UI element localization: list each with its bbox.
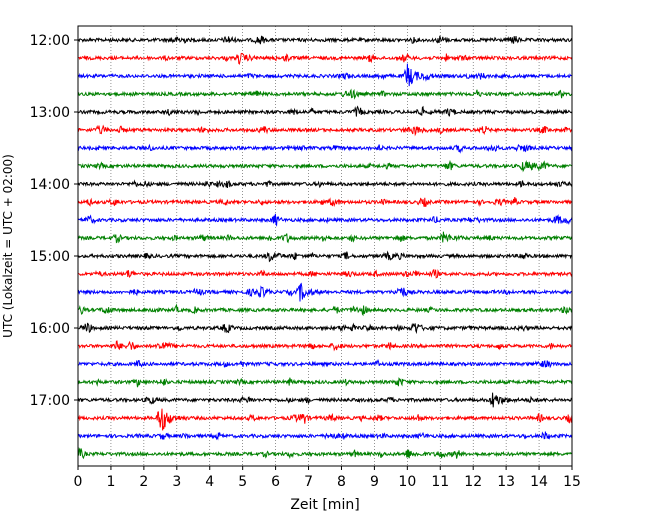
- x-tick-label: 13: [497, 474, 515, 490]
- plot-area: [78, 26, 572, 466]
- trace-17:45: [77, 447, 573, 460]
- x-tick-label: 15: [563, 474, 581, 490]
- x-axis: 0 1 2 3 4 5 6 7 8 9 10 11 12 13 14 15: [74, 466, 581, 490]
- trace-12:30: [77, 63, 572, 87]
- x-tick-label: 1: [106, 474, 115, 490]
- x-tick-label: 4: [205, 474, 214, 490]
- grid-lines: [110, 26, 540, 466]
- y-tick-label: 17:00: [30, 393, 70, 409]
- trace-16:45: [77, 377, 573, 388]
- trace-14:30: [77, 213, 573, 227]
- x-tick-label: 6: [271, 474, 280, 490]
- y-axis: 12:00 13:00 14:00 15:00 16:00 17:00: [30, 33, 78, 409]
- x-tick-label: 10: [398, 474, 416, 490]
- trace-13:45: [77, 159, 573, 173]
- trace-group: [77, 35, 573, 460]
- x-tick-label: 7: [304, 474, 313, 490]
- x-axis-label: Zeit [min]: [290, 497, 359, 513]
- x-tick-label: 0: [74, 474, 83, 490]
- trace-17:00: [77, 392, 573, 408]
- x-tick-label: 5: [238, 474, 247, 490]
- trace-15:45: [77, 303, 573, 317]
- y-tick-label: 12:00: [30, 33, 70, 49]
- x-tick-label: 14: [530, 474, 548, 490]
- trace-16:15: [77, 340, 573, 352]
- x-tick-label: 12: [464, 474, 482, 490]
- trace-16:00: [77, 322, 573, 335]
- x-tick-label: 9: [370, 474, 379, 490]
- trace-14:45: [77, 231, 573, 244]
- x-tick-label: 8: [337, 474, 346, 490]
- trace-13:00: [77, 105, 573, 117]
- trace-15:00: [77, 250, 573, 263]
- y-axis-label: UTC (Lokalzeit = UTC + 02:00): [1, 154, 15, 338]
- y-tick-label: 13:00: [30, 105, 70, 121]
- trace-14:00: [77, 179, 573, 189]
- trace-12:45: [77, 88, 573, 100]
- trace-14:15: [78, 197, 573, 208]
- trace-15:15: [77, 268, 573, 279]
- y-tick-label: 16:00: [30, 321, 70, 337]
- x-tick-label: 2: [139, 474, 148, 490]
- trace-12:00: [77, 35, 573, 45]
- trace-17:30: [77, 431, 573, 441]
- y-tick-label: 14:00: [30, 177, 70, 193]
- x-tick-label: 3: [172, 474, 181, 490]
- trace-15:30: [77, 282, 573, 302]
- x-tick-label: 11: [431, 474, 449, 490]
- trace-16:30: [77, 358, 573, 369]
- trace-13:30: [77, 143, 573, 154]
- trace-13:15: [77, 124, 573, 137]
- trace-12:15: [77, 52, 573, 65]
- trace-17:15: [77, 408, 573, 431]
- y-tick-label: 15:00: [30, 249, 70, 265]
- plot-frame: [77, 25, 573, 467]
